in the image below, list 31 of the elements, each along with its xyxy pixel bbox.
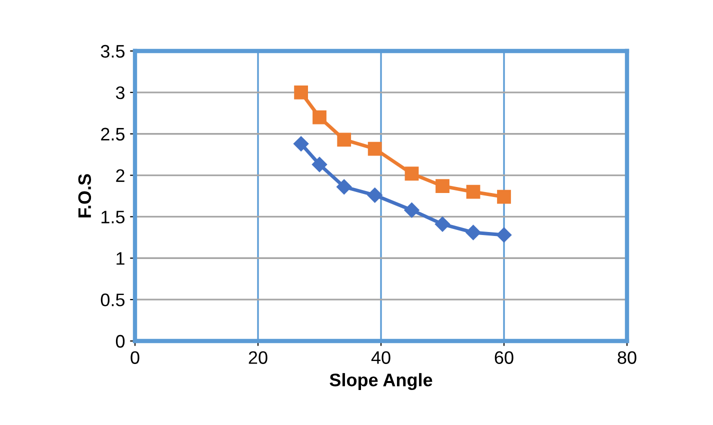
x-tick-label: 80 xyxy=(618,351,636,364)
point xyxy=(466,224,481,240)
y-tick-label: 3.5 xyxy=(100,44,125,58)
point xyxy=(337,132,352,147)
x-axis-title: Slope Angle xyxy=(330,373,432,390)
point xyxy=(293,136,309,152)
point xyxy=(404,202,420,218)
point xyxy=(294,85,308,100)
point xyxy=(466,184,480,199)
point xyxy=(336,179,352,194)
x-tick-label: 60 xyxy=(494,351,514,364)
y-tick-label: 3 xyxy=(116,86,124,100)
point xyxy=(434,216,450,232)
point xyxy=(367,188,382,203)
point xyxy=(312,110,326,124)
y-tick-label: 1.5 xyxy=(102,210,125,224)
point xyxy=(312,156,328,172)
point xyxy=(497,190,511,204)
y-tick-label: 0.5 xyxy=(100,294,125,306)
y-axis-title: F.O.S xyxy=(78,174,92,218)
y-tick-label: 2.5 xyxy=(101,128,125,141)
point xyxy=(404,166,419,181)
y-tick-label: 0 xyxy=(116,334,125,348)
point xyxy=(368,142,382,156)
point xyxy=(436,179,450,193)
x-tick-label: 40 xyxy=(371,351,390,364)
y-tick-label: 2 xyxy=(116,169,124,182)
point xyxy=(496,227,512,243)
x-tick-label: 20 xyxy=(248,351,268,364)
x-tick-label: 0 xyxy=(130,351,140,364)
y-tick-label: 1 xyxy=(116,252,124,265)
